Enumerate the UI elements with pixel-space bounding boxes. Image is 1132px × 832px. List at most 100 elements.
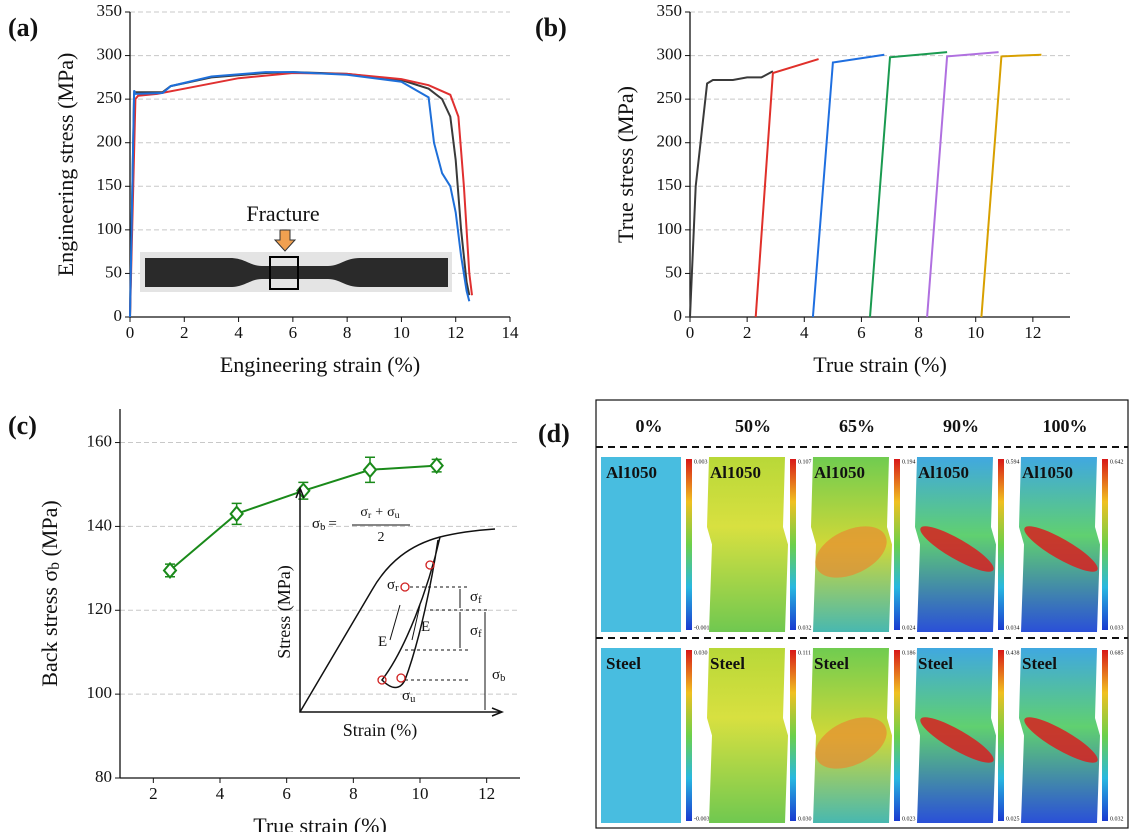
y-tick-label: 100 bbox=[657, 219, 683, 238]
colorbar bbox=[686, 459, 692, 630]
marker bbox=[162, 561, 178, 579]
panel-label: (c) bbox=[8, 411, 37, 440]
x-tick-label: 10 bbox=[393, 323, 410, 342]
inset-arrowheads bbox=[295, 485, 505, 717]
inset-loop bbox=[381, 536, 441, 689]
x-tick-label: 6 bbox=[282, 784, 291, 803]
x-tick-label: 6 bbox=[289, 323, 298, 342]
strain-band bbox=[815, 717, 887, 769]
inset-point bbox=[396, 673, 406, 683]
colorbar bbox=[1102, 650, 1108, 821]
strain-label: 90% bbox=[943, 416, 979, 436]
colorbar bbox=[790, 650, 796, 821]
inset-label: σf bbox=[470, 623, 482, 640]
subscript: r bbox=[368, 510, 372, 521]
y-tick-label: 100 bbox=[87, 683, 113, 702]
text-part: True stress (MPa) bbox=[613, 86, 638, 243]
text-part: σ bbox=[387, 505, 395, 520]
strain-band bbox=[1024, 717, 1098, 763]
y-tick-label: 300 bbox=[97, 44, 123, 63]
colorbar-min: 0.030 bbox=[798, 816, 812, 822]
dic-image bbox=[601, 648, 681, 823]
colorbar bbox=[998, 459, 1004, 630]
colorbar-min: 0.033 bbox=[1110, 625, 1124, 631]
inset-curve bbox=[299, 528, 496, 713]
x-tick-label: 8 bbox=[349, 784, 358, 803]
strain-label: 0% bbox=[636, 416, 663, 436]
colorbar-min: 0.025 bbox=[1006, 816, 1020, 822]
marker bbox=[362, 461, 378, 479]
text-part: Engineering stress (MPa) bbox=[53, 53, 78, 277]
text-part: σ bbox=[470, 623, 478, 639]
colorbar-min: 0.032 bbox=[798, 625, 812, 631]
inset-x-title: Strain (%) bbox=[343, 720, 417, 741]
strain-band bbox=[815, 526, 887, 578]
x-tick-label: 0 bbox=[686, 323, 695, 342]
inset-point bbox=[425, 560, 435, 570]
text-part: = bbox=[328, 516, 336, 532]
text-part: E bbox=[378, 634, 387, 650]
colorbar-max: 0.107 bbox=[798, 459, 812, 465]
x-tick-label: 8 bbox=[343, 323, 352, 342]
colorbar bbox=[790, 459, 796, 630]
y-axis-title: True stress (MPa) bbox=[613, 86, 638, 243]
subscript: f bbox=[478, 595, 482, 606]
colorbar-max: 0.685 bbox=[1110, 650, 1124, 656]
strain-band bbox=[1024, 526, 1098, 572]
dic-image bbox=[707, 457, 788, 632]
dic-panel: 0%Al10500.003-0.001Steel0.030-0.00350%Al… bbox=[595, 399, 1129, 829]
x-tick-label: 2 bbox=[180, 323, 189, 342]
x-tick-label: 12 bbox=[478, 784, 495, 803]
material-label: Al1050 bbox=[1022, 463, 1073, 482]
text-part: σ bbox=[402, 688, 410, 704]
subscript: b bbox=[500, 673, 505, 684]
y-tick-label: 350 bbox=[97, 1, 123, 20]
colorbar-min: 0.032 bbox=[1110, 816, 1124, 822]
colorbar-min: 0.024 bbox=[902, 625, 916, 631]
marker bbox=[429, 457, 444, 475]
y-tick-label: 50 bbox=[105, 262, 122, 281]
series-line bbox=[811, 53, 885, 318]
colorbar-min: 0.023 bbox=[902, 816, 916, 822]
x-tick-label: 10 bbox=[967, 323, 984, 342]
y-axis-title: Engineering stress (MPa) bbox=[53, 53, 78, 277]
x-axis-title: Engineering strain (%) bbox=[220, 352, 420, 377]
x-tick-label: 0 bbox=[126, 323, 135, 342]
x-tick-label: 12 bbox=[1024, 323, 1041, 342]
x-tick-label: 2 bbox=[149, 784, 158, 803]
material-label: Al1050 bbox=[606, 463, 657, 482]
y-tick-label: 250 bbox=[97, 88, 123, 107]
text-part: σ bbox=[492, 667, 500, 683]
text-part: σ bbox=[387, 577, 395, 593]
y-axis-title: Back stress σb (MPa) bbox=[37, 500, 63, 686]
subscript: b bbox=[320, 522, 325, 533]
y-tick-label: 350 bbox=[657, 1, 683, 20]
inset-label: σf bbox=[470, 589, 482, 606]
material-label: Steel bbox=[918, 654, 953, 673]
inset-y-title: Stress (MPa) bbox=[274, 565, 295, 659]
colorbar bbox=[998, 650, 1004, 821]
marker bbox=[229, 505, 244, 523]
panel-label: (d) bbox=[538, 419, 570, 448]
text-group: + bbox=[375, 505, 383, 520]
strain-band bbox=[920, 717, 994, 763]
subscript: u bbox=[410, 694, 416, 705]
y-tick-label: 0 bbox=[674, 306, 683, 325]
x-tick-label: 8 bbox=[914, 323, 923, 342]
text-part: Back stress σ bbox=[37, 570, 62, 687]
inset-label: σu bbox=[402, 688, 416, 705]
x-tick-label: 6 bbox=[857, 323, 866, 342]
text-part: σ bbox=[470, 589, 478, 605]
series-line bbox=[754, 58, 819, 318]
material-label: Al1050 bbox=[918, 463, 969, 482]
colorbar-max: 0.594 bbox=[1006, 459, 1020, 465]
y-tick-label: 100 bbox=[97, 219, 123, 238]
x-tick-label: 14 bbox=[502, 323, 520, 342]
text-part: + bbox=[375, 505, 383, 520]
y-tick-label: 300 bbox=[657, 44, 683, 63]
colorbar bbox=[894, 459, 900, 630]
colorbar-min: 0.034 bbox=[1006, 625, 1020, 631]
y-tick-label: 50 bbox=[665, 262, 682, 281]
x-tick-label: 4 bbox=[216, 784, 225, 803]
